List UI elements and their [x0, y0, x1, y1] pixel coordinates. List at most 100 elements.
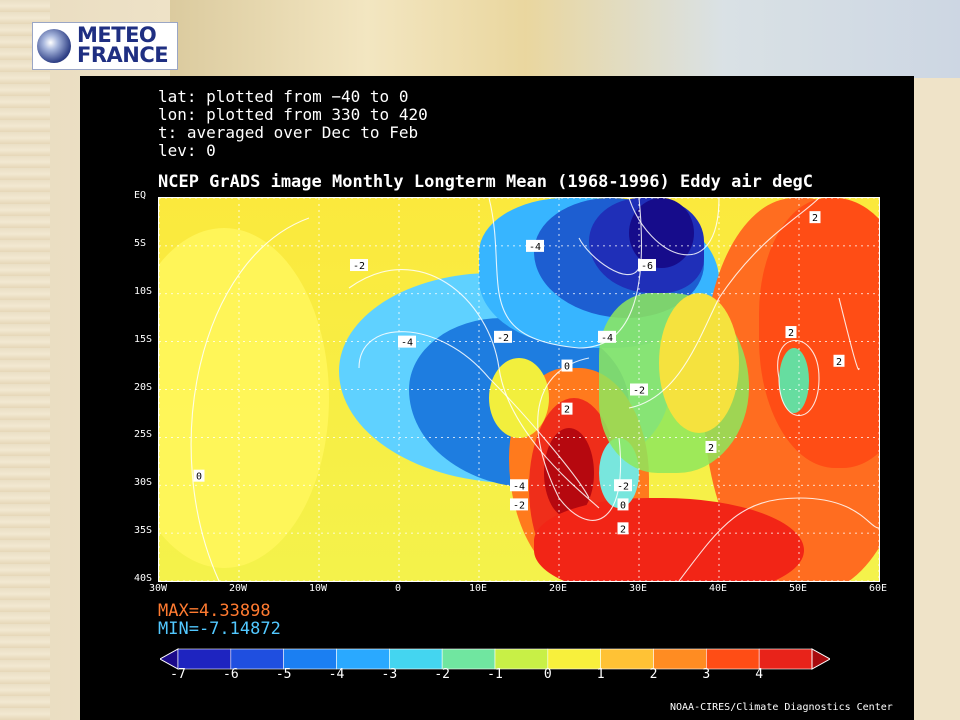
contour-line	[628, 198, 720, 256]
contour-label-text: -2	[353, 261, 365, 272]
contour-line	[348, 269, 600, 509]
colorbar-segment	[547, 648, 601, 670]
contour-label: -2	[630, 383, 648, 397]
field-region-warm-east-inner	[759, 198, 879, 468]
contour-label-text: 2	[788, 328, 794, 339]
contour-label-box	[561, 359, 573, 372]
x-tick-label: 10E	[468, 583, 488, 594]
x-tick-label: 30W	[148, 583, 168, 594]
contour-line	[537, 357, 621, 521]
contour-label-text: 2	[836, 357, 842, 368]
y-tick-label: 15S	[134, 333, 153, 345]
logo-globe-icon	[37, 29, 71, 63]
contour-label: 2	[617, 522, 629, 535]
contour-label-text: 2	[620, 524, 626, 535]
contour-label-text: 2	[564, 405, 570, 416]
field-region-warm-west	[159, 228, 329, 568]
colorbar-segment	[758, 648, 813, 670]
decorative-banner	[170, 0, 960, 78]
contour-label-box	[833, 354, 845, 367]
x-tick-label: 0	[394, 583, 402, 594]
contour-label: -4	[598, 330, 616, 344]
contour-label: -2	[350, 259, 368, 272]
contour-label-box	[561, 402, 573, 415]
contour-label: -4	[398, 335, 416, 349]
contour-label-text: -4	[601, 333, 613, 344]
contour-label-text: -4	[529, 242, 541, 253]
contour-label-box	[617, 498, 629, 511]
contour-label: 2	[561, 402, 573, 416]
colorbar-tick-label: -1	[487, 667, 503, 682]
contour-line	[578, 237, 640, 276]
contour-line	[678, 497, 879, 581]
meta-time: t: averaged over Dec to Feb	[158, 123, 419, 142]
min-value-label: MIN=-7.14872	[158, 619, 281, 639]
contour-line	[190, 217, 310, 581]
contour-label-box	[193, 469, 205, 482]
y-tick-label: 30S	[134, 477, 153, 489]
contour-label-box	[598, 330, 616, 343]
contour-label-text: -2	[617, 481, 629, 492]
x-tick-label: 40E	[708, 583, 728, 594]
contour-label-box	[617, 522, 629, 535]
credit-text: NOAA-CIRES/Climate Diagnostics Center	[670, 702, 893, 713]
contour-label-box	[494, 330, 512, 343]
colorbar-tick-label: 1	[596, 667, 605, 682]
colorbar	[160, 648, 830, 670]
contour-label: -2	[494, 330, 512, 344]
chart-title: NCEP GrADS image Monthly Longterm Mean (…	[158, 172, 814, 192]
contour-label-box	[614, 479, 632, 492]
contour-label: 0	[561, 359, 573, 373]
meteo-france-logo: METEO FRANCE	[32, 22, 178, 70]
colorbar-tick-label: -6	[223, 667, 239, 682]
y-tick-label: 35S	[134, 525, 153, 537]
grid-and-contours-overlay: -2 -4 -2 -4 -6 -4 0 -2 2 -4 -2 -2 0 2 2 2 2 2 0	[159, 198, 879, 581]
max-value-label: MAX=4.33898	[158, 601, 271, 621]
x-tick-label: 10W	[308, 583, 328, 594]
colorbar-segment	[706, 648, 760, 670]
contour-label-box	[785, 326, 797, 339]
colorbar-segment	[336, 648, 390, 670]
grads-figure-panel: lat: plotted from −40 to 0 lon: plotted …	[80, 76, 914, 720]
contour-label-text: -4	[401, 338, 413, 349]
contour-line	[838, 297, 860, 371]
y-tick-label: 25S	[134, 429, 153, 441]
contour-label: -4	[526, 239, 544, 253]
colorbar-segment	[389, 648, 443, 670]
colorbar-segment	[441, 648, 496, 670]
contour-label: 2	[833, 354, 845, 368]
contour-label-text: 0	[564, 362, 570, 373]
contour-label-text: 0	[620, 500, 626, 511]
colorbar-tick-label: -4	[328, 667, 345, 682]
colorbar-tick-label: -2	[434, 667, 450, 682]
x-tick-label: 60E	[868, 583, 888, 594]
colorbar-tick-label: -3	[381, 667, 398, 682]
contour-label-text: -4	[513, 481, 525, 492]
contour-label-box	[510, 479, 528, 492]
contour-line	[628, 198, 820, 409]
field-region-warm-south-band	[534, 498, 804, 581]
colorbar-tick-label: 3	[702, 667, 711, 682]
colorbar-tick-label: 2	[649, 667, 658, 682]
colorbar-segment	[600, 648, 654, 670]
contour-label: -4	[510, 479, 528, 492]
field-region-warm-core	[544, 428, 594, 518]
colorbar-left-arrow	[160, 648, 179, 670]
contour-label: -6	[638, 259, 656, 272]
contour-label-box	[398, 335, 416, 348]
logo-text-line1: METEO	[77, 23, 157, 47]
paper-background-strip	[0, 0, 50, 720]
contour-label-text: 2	[708, 443, 714, 454]
contour-line	[777, 340, 820, 417]
meta-lat: lat: plotted from −40 to 0	[158, 87, 409, 106]
colorbar-tick-label: -7	[170, 667, 186, 682]
colorbar-segment	[653, 648, 707, 670]
contour-label-box	[630, 383, 648, 396]
contour-label-text: 2	[812, 213, 818, 224]
colorbar-tick-label: 4	[755, 667, 764, 682]
contour-label-box	[705, 440, 717, 453]
contour-label: 0	[193, 469, 205, 483]
x-tick-label: 30E	[628, 583, 648, 594]
y-tick-label: 20S	[134, 381, 153, 393]
logo-text-line2: FRANCE	[77, 43, 169, 67]
